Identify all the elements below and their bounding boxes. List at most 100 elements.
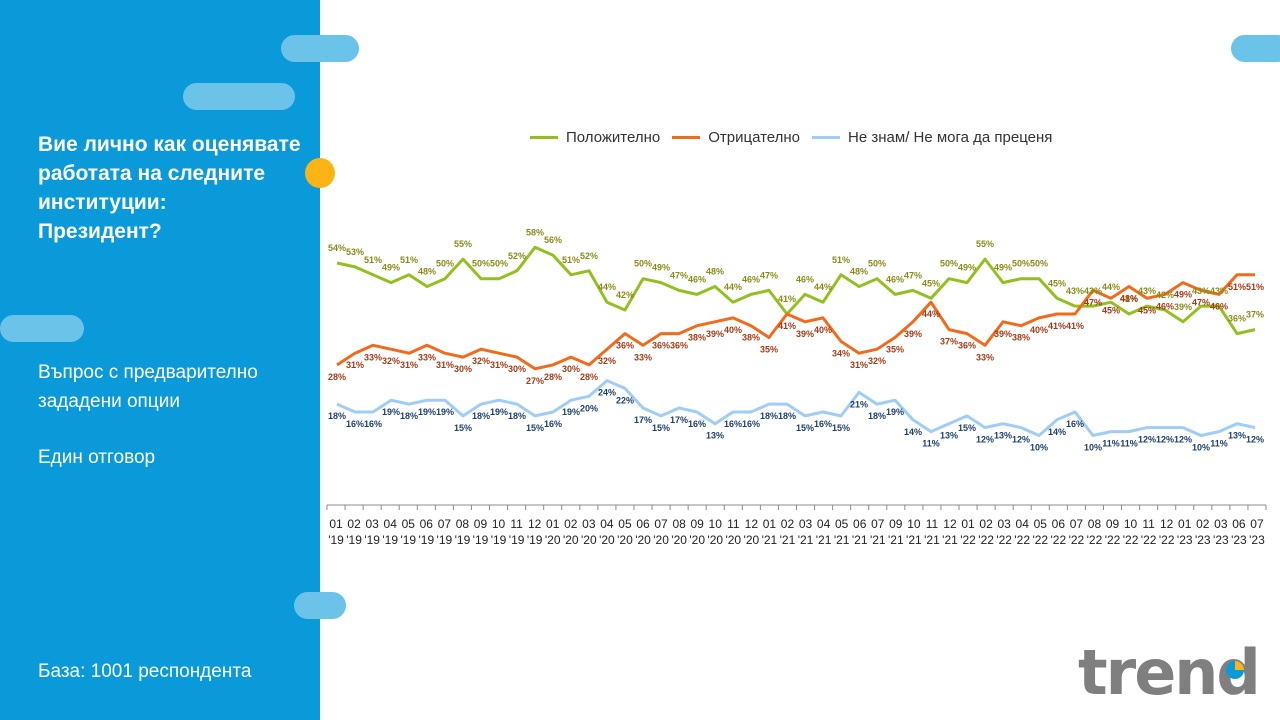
data-label-positive: 41%	[1120, 294, 1138, 304]
data-label-positive: 43%	[1084, 286, 1102, 296]
data-label-positive: 50%	[634, 259, 652, 269]
x-tick-label-year: '21	[798, 533, 814, 547]
data-label-negative: 46%	[1156, 301, 1174, 311]
data-label-positive: 43%	[1138, 286, 1156, 296]
decor-dot	[305, 158, 335, 188]
x-tick-label-year: '23	[1249, 533, 1265, 547]
x-tick-label-month: 11	[926, 517, 939, 531]
data-label-positive: 46%	[688, 274, 706, 284]
data-label-positive: 50%	[940, 259, 958, 269]
data-label-dont-know: 17%	[670, 415, 688, 425]
data-label-dont-know: 18%	[508, 411, 526, 421]
x-tick-label-year: '20	[671, 533, 687, 547]
series-line-positive	[336, 245, 1256, 336]
answer-type: Един отговор	[38, 447, 156, 468]
data-label-positive: 54%	[328, 243, 346, 253]
x-tick-label-month: 04	[1016, 517, 1030, 531]
x-tick-label-month: 07	[871, 517, 885, 531]
data-label-negative: 31%	[400, 360, 418, 370]
x-tick-label-month: 06	[1052, 517, 1066, 531]
decor-pill	[0, 315, 84, 342]
data-label-dont-know: 14%	[1048, 427, 1066, 437]
data-label-negative: 32%	[598, 356, 616, 366]
legend-swatch-dont-know	[812, 135, 841, 139]
question-line: институции:	[38, 191, 167, 214]
data-label-dont-know: 18%	[868, 411, 886, 421]
legend-swatch-negative	[672, 135, 701, 139]
data-label-dont-know: 10%	[1030, 442, 1048, 452]
data-label-dont-know: 11%	[1120, 439, 1138, 449]
data-label-positive: 47%	[904, 270, 922, 280]
data-label-positive: 43%	[1210, 286, 1228, 296]
data-label-negative: 47%	[1192, 297, 1210, 307]
data-label-negative: 36%	[670, 341, 688, 351]
data-label-negative: 48%	[1120, 294, 1138, 304]
data-label-negative: 32%	[868, 356, 886, 366]
data-label-dont-know: 12%	[1012, 435, 1030, 445]
x-tick-label-year: '21	[906, 533, 922, 547]
data-label-negative: 39%	[994, 329, 1012, 339]
x-tick-label-year: '21	[942, 533, 958, 547]
x-tick-label-year: '19	[491, 533, 507, 547]
data-label-dont-know: 15%	[832, 423, 850, 433]
data-label-positive: 39%	[1174, 302, 1192, 312]
question-type: Въпрос с предварително зададени опции	[38, 358, 308, 416]
x-tick-label-month: 02	[347, 517, 361, 531]
data-label-positive: 55%	[976, 239, 994, 249]
x-tick-label-month: 05	[835, 517, 849, 531]
legend-swatch-positive	[530, 135, 558, 139]
data-label-negative: 36%	[616, 341, 634, 351]
data-label-negative: 33%	[976, 352, 994, 362]
x-tick-label-month: 07	[1070, 517, 1084, 531]
data-label-dont-know: 18%	[400, 411, 418, 421]
x-tick-label-year: '19	[418, 533, 434, 547]
data-label-dont-know: 16%	[688, 419, 706, 429]
x-tick-label-year: '19	[527, 533, 543, 547]
x-tick-label-month: 02	[781, 517, 795, 531]
x-tick-label-month: 03	[582, 517, 596, 531]
data-label-dont-know: 17%	[634, 415, 652, 425]
data-label-positive: 44%	[724, 282, 742, 292]
legend-item-negative: Отрицателно	[672, 127, 800, 147]
x-tick-label-year: '21	[924, 533, 940, 547]
x-tick-label-month: 11	[510, 517, 523, 531]
data-label-dont-know: 16%	[1066, 419, 1084, 429]
data-label-negative: 32%	[472, 356, 490, 366]
x-tick-label-year: '22	[1032, 533, 1048, 547]
data-label-positive: 50%	[490, 259, 508, 269]
data-label-dont-know: 19%	[382, 407, 400, 417]
data-label-positive: 48%	[418, 267, 436, 277]
x-tick-label-year: '20	[545, 533, 561, 547]
data-label-positive: 52%	[580, 251, 598, 261]
data-label-positive: 49%	[382, 263, 400, 273]
x-tick-label-month: 02	[1196, 517, 1210, 531]
data-label-negative: 51%	[1228, 282, 1246, 292]
data-label-positive: 44%	[1102, 282, 1120, 292]
x-tick-label-year: '20	[707, 533, 723, 547]
x-tick-label-year: '19	[473, 533, 489, 547]
x-tick-label-year: '22	[1159, 533, 1175, 547]
x-tick-label-year: '21	[816, 533, 832, 547]
x-tick-label-month: 01	[546, 517, 560, 531]
data-label-positive: 48%	[706, 267, 724, 277]
x-tick-label-year: '23	[1231, 533, 1247, 547]
data-label-dont-know: 15%	[958, 423, 976, 433]
x-tick-label-month: 06	[636, 517, 650, 531]
decor-pill	[183, 83, 295, 110]
data-label-positive: 46%	[886, 274, 904, 284]
data-label-negative: 51%	[1246, 282, 1264, 292]
x-tick-label-year: '21	[762, 533, 778, 547]
x-tick-label-month: 03	[997, 517, 1011, 531]
decor-pill	[1231, 35, 1280, 62]
x-tick-label-year: '22	[1105, 533, 1121, 547]
data-label-negative: 36%	[652, 341, 670, 351]
data-label-positive: 51%	[832, 255, 850, 265]
x-tick-label-year: '21	[852, 533, 868, 547]
data-label-dont-know: 15%	[652, 423, 670, 433]
x-tick-label-month: 09	[889, 517, 903, 531]
x-tick-label-year: '19	[455, 533, 471, 547]
x-tick-label-month: 12	[1160, 517, 1174, 531]
decor-pill	[281, 35, 359, 62]
x-tick-label-year: '19	[382, 533, 398, 547]
